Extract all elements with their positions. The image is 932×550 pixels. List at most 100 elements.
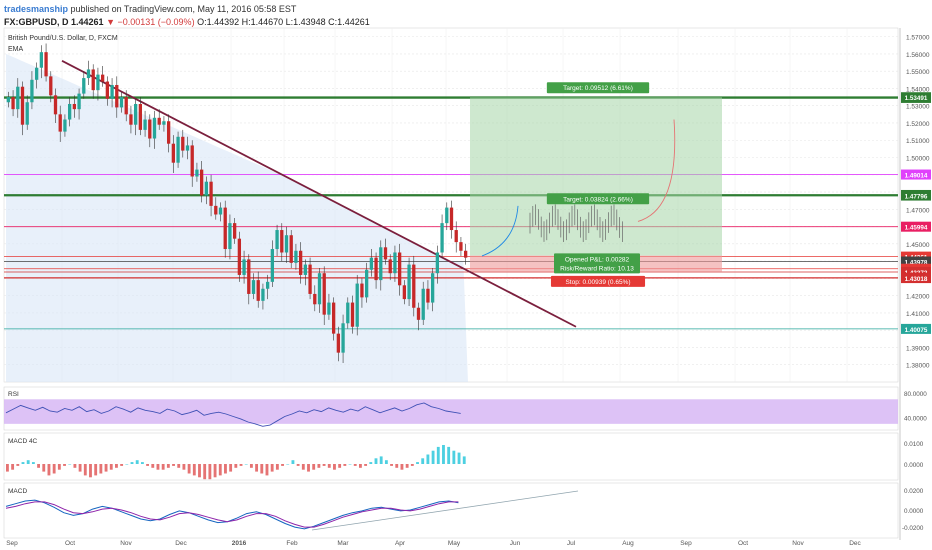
candle-body [63,119,67,132]
target-label: Target: 0.09512 (6.61%) [563,85,633,92]
macd-panel [3,482,899,539]
macd4c-bar [135,460,139,464]
candle-body [115,84,119,108]
macd4c-panel [3,432,899,481]
candle-body [185,145,190,151]
macd4c-tick: 0.0000 [904,462,924,469]
macd4c-bar [249,464,253,468]
candle-body [416,307,421,320]
macd4c-bar [182,464,186,470]
price-tag-bg [901,92,931,103]
candle-body [275,230,279,250]
candle-body [67,103,72,120]
blue-arrow [481,205,519,257]
candle-body [397,252,402,286]
rsi-tick: 80.0000 [904,391,927,398]
macd4c-bar [177,464,181,468]
macd4c-bar [400,464,404,470]
x-tick-label: Oct [65,540,75,547]
candle-body [133,103,138,125]
macd4c-bar [156,464,160,470]
candle-body [313,293,317,305]
author-name[interactable]: tradesmanship [4,4,69,14]
symbol: FX:GBPUSD, D [4,17,69,27]
candle-body [336,333,341,353]
x-tick-label: Feb [286,540,298,547]
candle-body [270,249,275,282]
price-tag-bg [901,323,931,334]
x-tick-label: Oct [738,540,748,547]
candle-body [421,288,425,320]
macd4c-bar [421,458,425,464]
macd4c-bar [198,464,201,478]
candle-body [96,74,100,91]
macd4c-bar [26,460,30,464]
candle-body [298,250,303,275]
macd4c-bar [338,464,342,468]
candle-body [412,264,416,308]
macd4c-bar [410,464,414,466]
rsi-tick: 40.0000 [904,416,927,423]
candle-body [129,114,133,125]
macd4c-bar [130,462,134,464]
rsi-line [5,402,461,427]
candle-body [284,235,289,253]
y-tick-label: 1.57000 [906,35,930,42]
candle-body [289,235,293,263]
macd4c-bar [83,464,87,476]
candle-body [402,285,407,300]
candle-body [105,81,110,99]
y-tick-label: 1.41000 [906,311,930,318]
candle-body [322,273,326,315]
candle-body [454,230,458,243]
candle-body [265,281,270,289]
macd4c-bar [37,464,41,468]
candle-body [280,230,284,253]
macd-tick: -0.0200 [902,525,924,532]
macd-tick: 0.0000 [904,508,924,515]
macd4c-bar [353,464,357,466]
candle-body [463,250,468,258]
macd4c-bar [364,464,368,466]
price-tag: 1.53491 [905,95,928,102]
macd4c-bar [416,462,419,464]
x-tick-label: Sep [680,540,692,547]
candle-body [261,288,265,301]
candle-body [426,288,430,303]
stop-label: Stop: 0.00939 (0.65%) [565,279,630,286]
macd4c-bar [431,450,435,464]
candle-body [190,145,194,177]
macd4c-bar [291,460,295,464]
y-tick-label: 1.38000 [906,363,930,370]
macd4c-bar [260,464,264,474]
candle-body [449,207,454,231]
price-tag-bg [901,221,931,232]
candle-body [58,114,62,132]
macd4c-bar [63,464,66,466]
y-tick-label: 1.52000 [906,121,930,128]
rr-label: Risk/Reward Ratio: 10.13 [560,265,634,272]
candle-body [242,259,246,275]
candle-body [171,143,176,163]
candle-body [199,169,204,196]
macd4c-bar [317,464,321,468]
macd4c-bar [358,464,362,468]
candle-body [251,280,256,294]
macd4c-bar [125,464,129,465]
price-tag: 1.45994 [905,225,928,232]
price-tag: 1.47796 [905,194,928,201]
macd4c-bar [172,464,175,466]
macd4c-bar [213,464,217,478]
trend-line [61,60,577,328]
candle-body [445,207,449,224]
candle-body [374,257,378,281]
candle-body [20,86,25,125]
candle-body [82,78,86,94]
macd4c-bar [208,464,212,480]
candle-body [350,302,355,327]
y-tick-label: 1.47000 [906,207,930,214]
macd4c-bar [244,464,248,465]
macd-tick: 0.0200 [904,488,924,495]
macd4c-bar [224,464,227,474]
